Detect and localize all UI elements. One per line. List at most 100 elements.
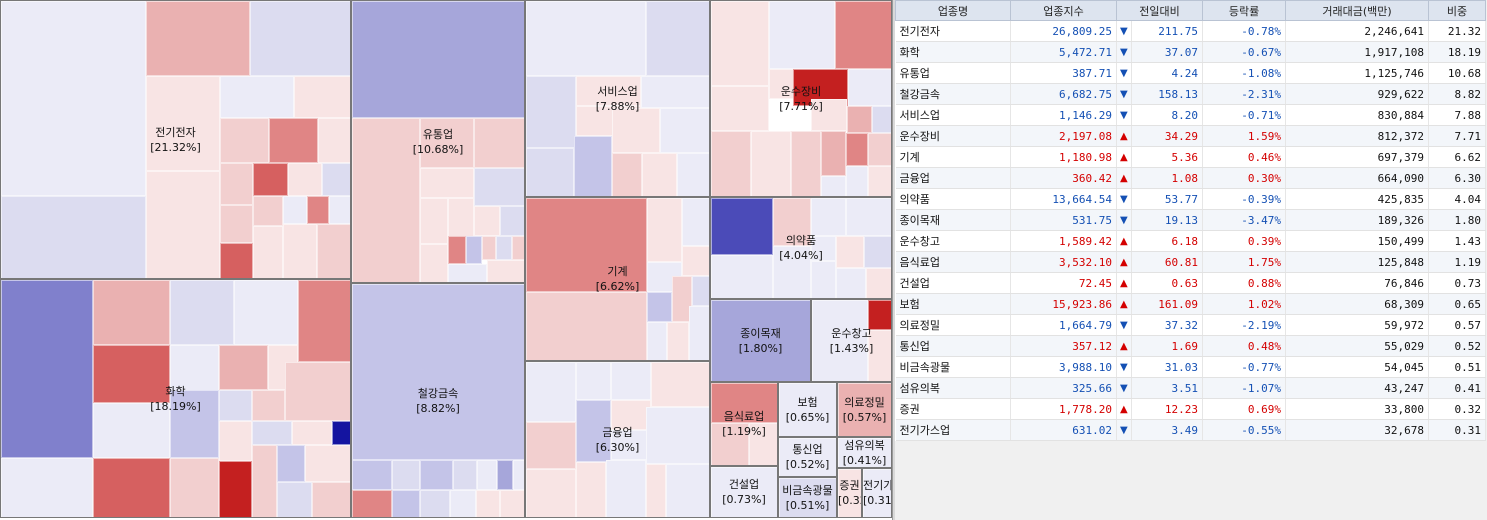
stock-tile[interactable] [307,196,329,224]
stock-tile[interactable] [606,460,646,517]
table-row[interactable]: 전기가스업 631.02 ▼ 3.49 -0.55% 32,678 0.31 [895,419,1487,441]
stock-tile[interactable] [773,246,811,298]
stock-tile[interactable] [872,106,891,133]
stock-tile[interactable] [322,163,350,196]
panel-splitter[interactable] [892,0,895,520]
stock-tile[interactable] [420,118,474,168]
stock-tile[interactable] [576,462,606,517]
stock-tile[interactable] [93,280,170,345]
stock-tile[interactable] [1,196,146,278]
sector-tile[interactable]: 건설업 [0.73%] [710,466,778,518]
table-row[interactable]: 금융업 360.42 ▲ 1.08 0.30% 664,090 6.30 [895,167,1487,189]
stock-tile[interactable] [352,118,420,282]
col-header-name[interactable]: 업종명 [895,0,1011,21]
stock-tile[interactable] [868,330,891,381]
stock-tile[interactable] [779,478,836,517]
stock-tile[interactable] [711,467,777,517]
table-row[interactable]: 섬유의복 325.66 ▼ 3.51 -1.07% 43,247 0.41 [895,377,1487,399]
stock-tile[interactable] [838,383,891,436]
stock-tile[interactable] [868,300,891,330]
stock-tile[interactable] [846,198,891,236]
stock-tile[interactable] [864,236,891,268]
stock-tile[interactable] [526,1,646,76]
stock-tile[interactable] [612,153,642,196]
stock-tile[interactable] [500,206,524,236]
stock-tile[interactable] [711,255,773,298]
stock-tile[interactable] [283,196,307,224]
stock-tile[interactable] [611,362,651,400]
table-row[interactable]: 운수창고 1,589.42 ▲ 6.18 0.39% 150,499 1.43 [895,230,1487,252]
stock-tile[interactable] [779,383,836,436]
table-row[interactable]: 통신업 357.12 ▲ 1.69 0.48% 55,029 0.52 [895,335,1487,357]
stock-tile[interactable] [711,300,810,381]
stock-tile[interactable] [482,236,496,260]
stock-tile[interactable] [672,276,692,322]
stock-tile[interactable] [448,264,487,282]
sector-tile[interactable]: 운수장비 [7.71%] [710,0,892,197]
stock-tile[interactable] [611,430,651,460]
sector-tile[interactable]: 보험 [0.65%] [778,382,837,437]
stock-tile[interactable] [497,460,513,490]
stock-tile[interactable] [647,322,667,360]
stock-tile[interactable] [277,482,312,517]
stock-tile[interactable] [667,322,689,360]
stock-tile[interactable] [170,458,219,517]
stock-tile[interactable] [332,421,350,445]
stock-tile[interactable] [641,76,709,108]
col-header-rate[interactable]: 등락률 [1202,0,1287,21]
sector-tile[interactable]: 유통업 [10.68%] [351,0,525,283]
sector-tile[interactable]: 금융업 [6.30%] [525,361,710,518]
stock-tile[interactable] [253,196,283,226]
stock-tile[interactable] [317,224,350,278]
stock-tile[interactable] [1,458,93,517]
stock-tile[interactable] [352,284,524,460]
stock-tile[interactable] [252,390,285,421]
stock-tile[interactable] [749,423,777,465]
stock-tile[interactable] [252,421,292,445]
stock-tile[interactable] [277,445,305,482]
stock-tile[interactable] [420,490,450,517]
stock-tile[interactable] [526,148,574,196]
stock-tile[interactable] [682,246,709,276]
stock-tile[interactable] [269,118,318,163]
stock-tile[interactable] [526,76,576,148]
stock-tile[interactable] [477,460,497,490]
stock-tile[interactable] [253,226,283,278]
sector-tile[interactable]: 전기가스업 [0.31%] [862,468,892,518]
stock-tile[interactable] [666,464,709,517]
stock-tile[interactable] [450,490,476,517]
stock-tile[interactable] [292,421,332,445]
stock-tile[interactable] [474,206,500,236]
stock-tile[interactable] [220,118,269,163]
stock-tile[interactable] [220,163,253,205]
sector-tile[interactable]: 음식료업 [1.19%] [710,382,778,466]
stock-tile[interactable] [646,1,709,76]
stock-tile[interactable] [526,362,576,422]
table-row[interactable]: 건설업 72.45 ▲ 0.63 0.88% 76,846 0.73 [895,272,1487,294]
stock-tile[interactable] [811,236,836,261]
stock-tile[interactable] [773,198,811,246]
stock-tile[interactable] [220,76,294,118]
stock-tile[interactable] [146,171,220,278]
stock-tile[interactable] [711,1,769,86]
stock-tile[interactable] [253,163,288,196]
stock-tile[interactable] [298,280,350,362]
stock-tile[interactable] [496,236,512,260]
col-header-value[interactable]: 거래대금(백만) [1285,0,1430,21]
stock-tile[interactable] [836,268,866,298]
sector-tile[interactable]: 서비스업 [7.88%] [525,0,710,197]
stock-tile[interactable] [847,106,872,133]
stock-tile[interactable] [821,176,846,196]
stock-tile[interactable] [305,445,350,482]
stock-tile[interactable] [420,168,474,198]
stock-tile[interactable] [846,133,868,166]
stock-tile[interactable] [219,421,252,461]
stock-tile[interactable] [711,383,777,423]
sector-tile[interactable]: 전기전자 [21.32%] [0,0,351,279]
stock-tile[interactable] [848,69,891,106]
stock-tile[interactable] [448,236,466,264]
stock-tile[interactable] [474,118,524,168]
stock-tile[interactable] [642,153,677,196]
table-row[interactable]: 전기전자 26,809.25 ▼ 211.75 -0.78% 2,246,641 21.32 [895,20,1487,42]
stock-tile[interactable] [682,198,709,246]
